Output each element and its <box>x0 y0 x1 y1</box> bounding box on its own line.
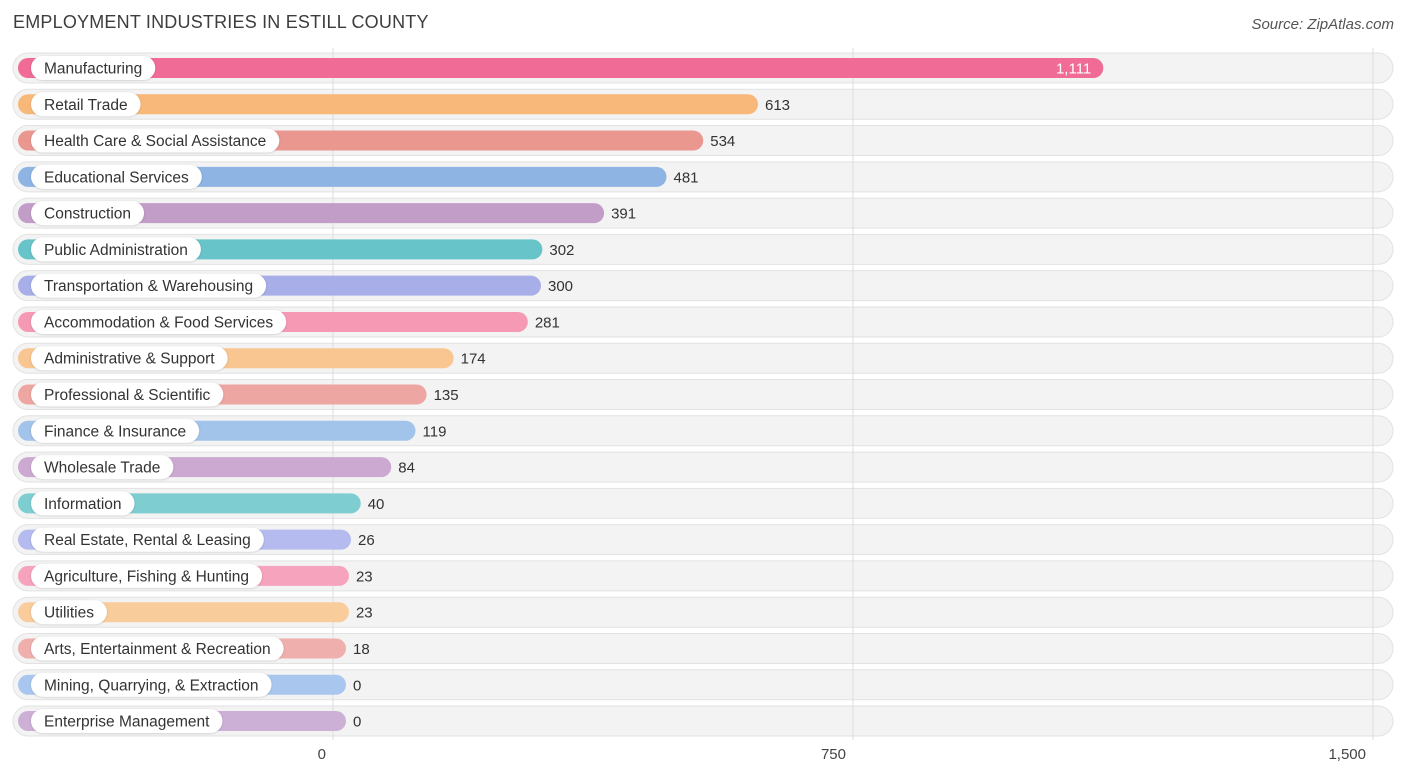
value-label: 300 <box>548 278 573 295</box>
bar-row-construction: Construction 391 <box>18 201 636 226</box>
category-pill <box>31 563 263 588</box>
bar-row-information: Information 40 <box>18 491 385 516</box>
bar-row-administrative-support: Administrative & Support 174 <box>18 346 486 371</box>
value-label: 135 <box>434 387 459 404</box>
bar-row-arts-entertainment-recreation: Arts, Entertainment & Recreation 18 <box>18 636 370 661</box>
category-label: Real Estate, Rental & Leasing <box>44 532 251 549</box>
category-pill <box>31 128 280 153</box>
category-pill <box>31 636 284 661</box>
category-label: Accommodation & Food Services <box>44 314 273 331</box>
value-label: 26 <box>358 532 375 549</box>
x-axis-ticks: 0 750 1,500 <box>318 746 1366 763</box>
row-track <box>12 524 1394 556</box>
value-label: 1,111 <box>1056 61 1091 78</box>
category-label: Retail Trade <box>44 97 128 114</box>
value-label: 119 <box>423 423 447 440</box>
value-label: 534 <box>710 133 735 150</box>
bar <box>18 203 605 224</box>
bar-row-agriculture-fishing-hunting: Agriculture, Fishing & Hunting 23 <box>18 563 373 588</box>
bar-row-finance-insurance: Finance & Insurance 119 <box>18 418 447 443</box>
category-label: Transportation & Warehousing <box>44 278 253 295</box>
category-label: Wholesale Trade <box>44 460 160 477</box>
value-label: 302 <box>549 242 574 259</box>
category-pill <box>31 346 228 371</box>
row-track <box>12 487 1394 519</box>
bar-row-transportation-warehousing: Transportation & Warehousing 300 <box>18 273 573 298</box>
category-label: Finance & Insurance <box>44 423 186 440</box>
category-label: Public Administration <box>44 242 188 259</box>
category-label: Enterprise Management <box>44 714 210 731</box>
bar-row-mining-quarrying-extraction: Mining, Quarrying, & Extraction 0 <box>18 672 361 697</box>
category-label: Arts, Entertainment & Recreation <box>44 641 271 658</box>
category-pill <box>31 600 107 625</box>
value-label: 18 <box>353 641 370 658</box>
category-pill <box>31 418 200 443</box>
bar-row-accommodation-food-services: Accommodation & Food Services 281 <box>18 309 560 334</box>
value-label: 40 <box>368 496 385 513</box>
value-label: 174 <box>461 351 486 368</box>
category-pill <box>31 273 267 298</box>
bar-row-enterprise-management: Enterprise Management 0 <box>18 709 361 734</box>
value-label: 84 <box>398 460 415 477</box>
value-label: 23 <box>356 568 373 585</box>
category-pill <box>31 672 272 697</box>
x-tick-label: 0 <box>318 746 326 763</box>
category-pill <box>31 455 174 480</box>
category-pill <box>31 56 156 80</box>
category-label: Mining, Quarrying, & Extraction <box>44 677 259 694</box>
bar-row-health-care-social-assistance: Health Care & Social Assistance 534 <box>18 128 735 153</box>
category-pill <box>31 237 201 262</box>
category-label: Educational Services <box>44 169 189 186</box>
category-label: Health Care & Social Assistance <box>44 133 266 150</box>
bar-row-retail-trade: Retail Trade 613 <box>18 92 790 117</box>
category-label: Utilities <box>44 605 94 622</box>
value-label: 481 <box>673 169 698 186</box>
category-pill <box>31 527 264 552</box>
value-label: 0 <box>353 677 361 694</box>
value-label: 23 <box>356 605 373 622</box>
x-tick-label: 750 <box>821 746 846 763</box>
row-track <box>12 669 1394 701</box>
bar-row-wholesale-trade: Wholesale Trade 84 <box>18 455 415 480</box>
value-label: 281 <box>535 314 560 331</box>
row-track <box>12 705 1394 737</box>
category-pill <box>31 491 135 516</box>
category-pill <box>31 709 223 734</box>
category-pill <box>31 201 145 226</box>
category-pill <box>31 164 202 189</box>
bar-row-educational-services: Educational Services 481 <box>18 164 699 189</box>
category-label: Manufacturing <box>44 61 142 78</box>
row-track <box>12 632 1394 664</box>
value-label: 613 <box>765 97 790 114</box>
bar-row-manufacturing: Manufacturing 1,111 <box>18 56 1104 80</box>
value-label: 391 <box>611 206 636 223</box>
bar-row-public-administration: Public Administration 302 <box>18 237 574 262</box>
row-track <box>12 596 1394 628</box>
category-pill <box>31 309 287 334</box>
category-pill <box>31 92 141 117</box>
source-note: Source: ZipAtlas.com <box>1251 16 1394 33</box>
category-label: Administrative & Support <box>44 351 215 368</box>
x-tick-label: 1,500 <box>1328 746 1366 763</box>
bar <box>18 94 759 115</box>
bar-row-professional-scientific: Professional & Scientific 135 <box>18 382 459 407</box>
bar-row-utilities: Utilities 23 <box>18 600 373 625</box>
bars: Manufacturing 1,111 Retail Trade 613 Health … <box>18 56 1104 734</box>
category-pill <box>31 382 224 407</box>
value-label: 0 <box>353 714 361 731</box>
category-label: Information <box>44 496 122 513</box>
category-label: Agriculture, Fishing & Hunting <box>44 568 249 585</box>
row-track <box>12 560 1394 592</box>
bar-row-real-estate-rental-leasing: Real Estate, Rental & Leasing 26 <box>18 527 375 552</box>
category-label: Construction <box>44 206 131 223</box>
bar <box>18 58 1104 78</box>
category-label: Professional & Scientific <box>44 387 211 404</box>
chart-title: EMPLOYMENT INDUSTRIES IN ESTILL COUNTY <box>13 12 429 32</box>
